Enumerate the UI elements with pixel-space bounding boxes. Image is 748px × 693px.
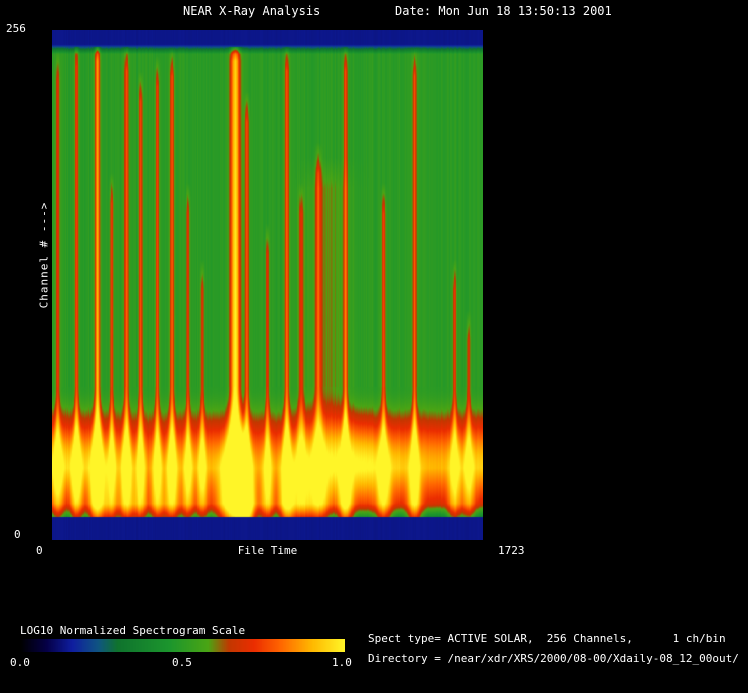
x-axis-label: File Time <box>237 544 298 557</box>
spect-type-info: Spect type= ACTIVE SOLAR, 256 Channels, … <box>368 632 726 645</box>
x-axis-tick-min: 0 <box>36 544 43 557</box>
date-label: Date: Mon Jun 18 13:50:13 2001 <box>395 4 612 18</box>
colorbar-tick-mid: 0.5 <box>172 656 192 669</box>
y-axis-tick-min: 0 <box>14 528 21 541</box>
directory-info: Directory = /near/xdr/XRS/2000/08-00/Xda… <box>368 652 739 665</box>
y-axis-tick-max: 256 <box>6 22 26 35</box>
colorbar-gradient <box>20 639 345 652</box>
colorbar-tick-min: 0.0 <box>10 656 30 669</box>
y-axis-label: Channel # ---> <box>37 201 51 309</box>
colorbar-title: LOG10 Normalized Spectrogram Scale <box>20 624 246 637</box>
page-title: NEAR X-Ray Analysis <box>183 4 321 18</box>
x-axis-tick-max: 1723 <box>498 544 525 557</box>
colorbar-tick-max: 1.0 <box>332 656 352 669</box>
spectrogram-heatmap <box>52 30 483 540</box>
